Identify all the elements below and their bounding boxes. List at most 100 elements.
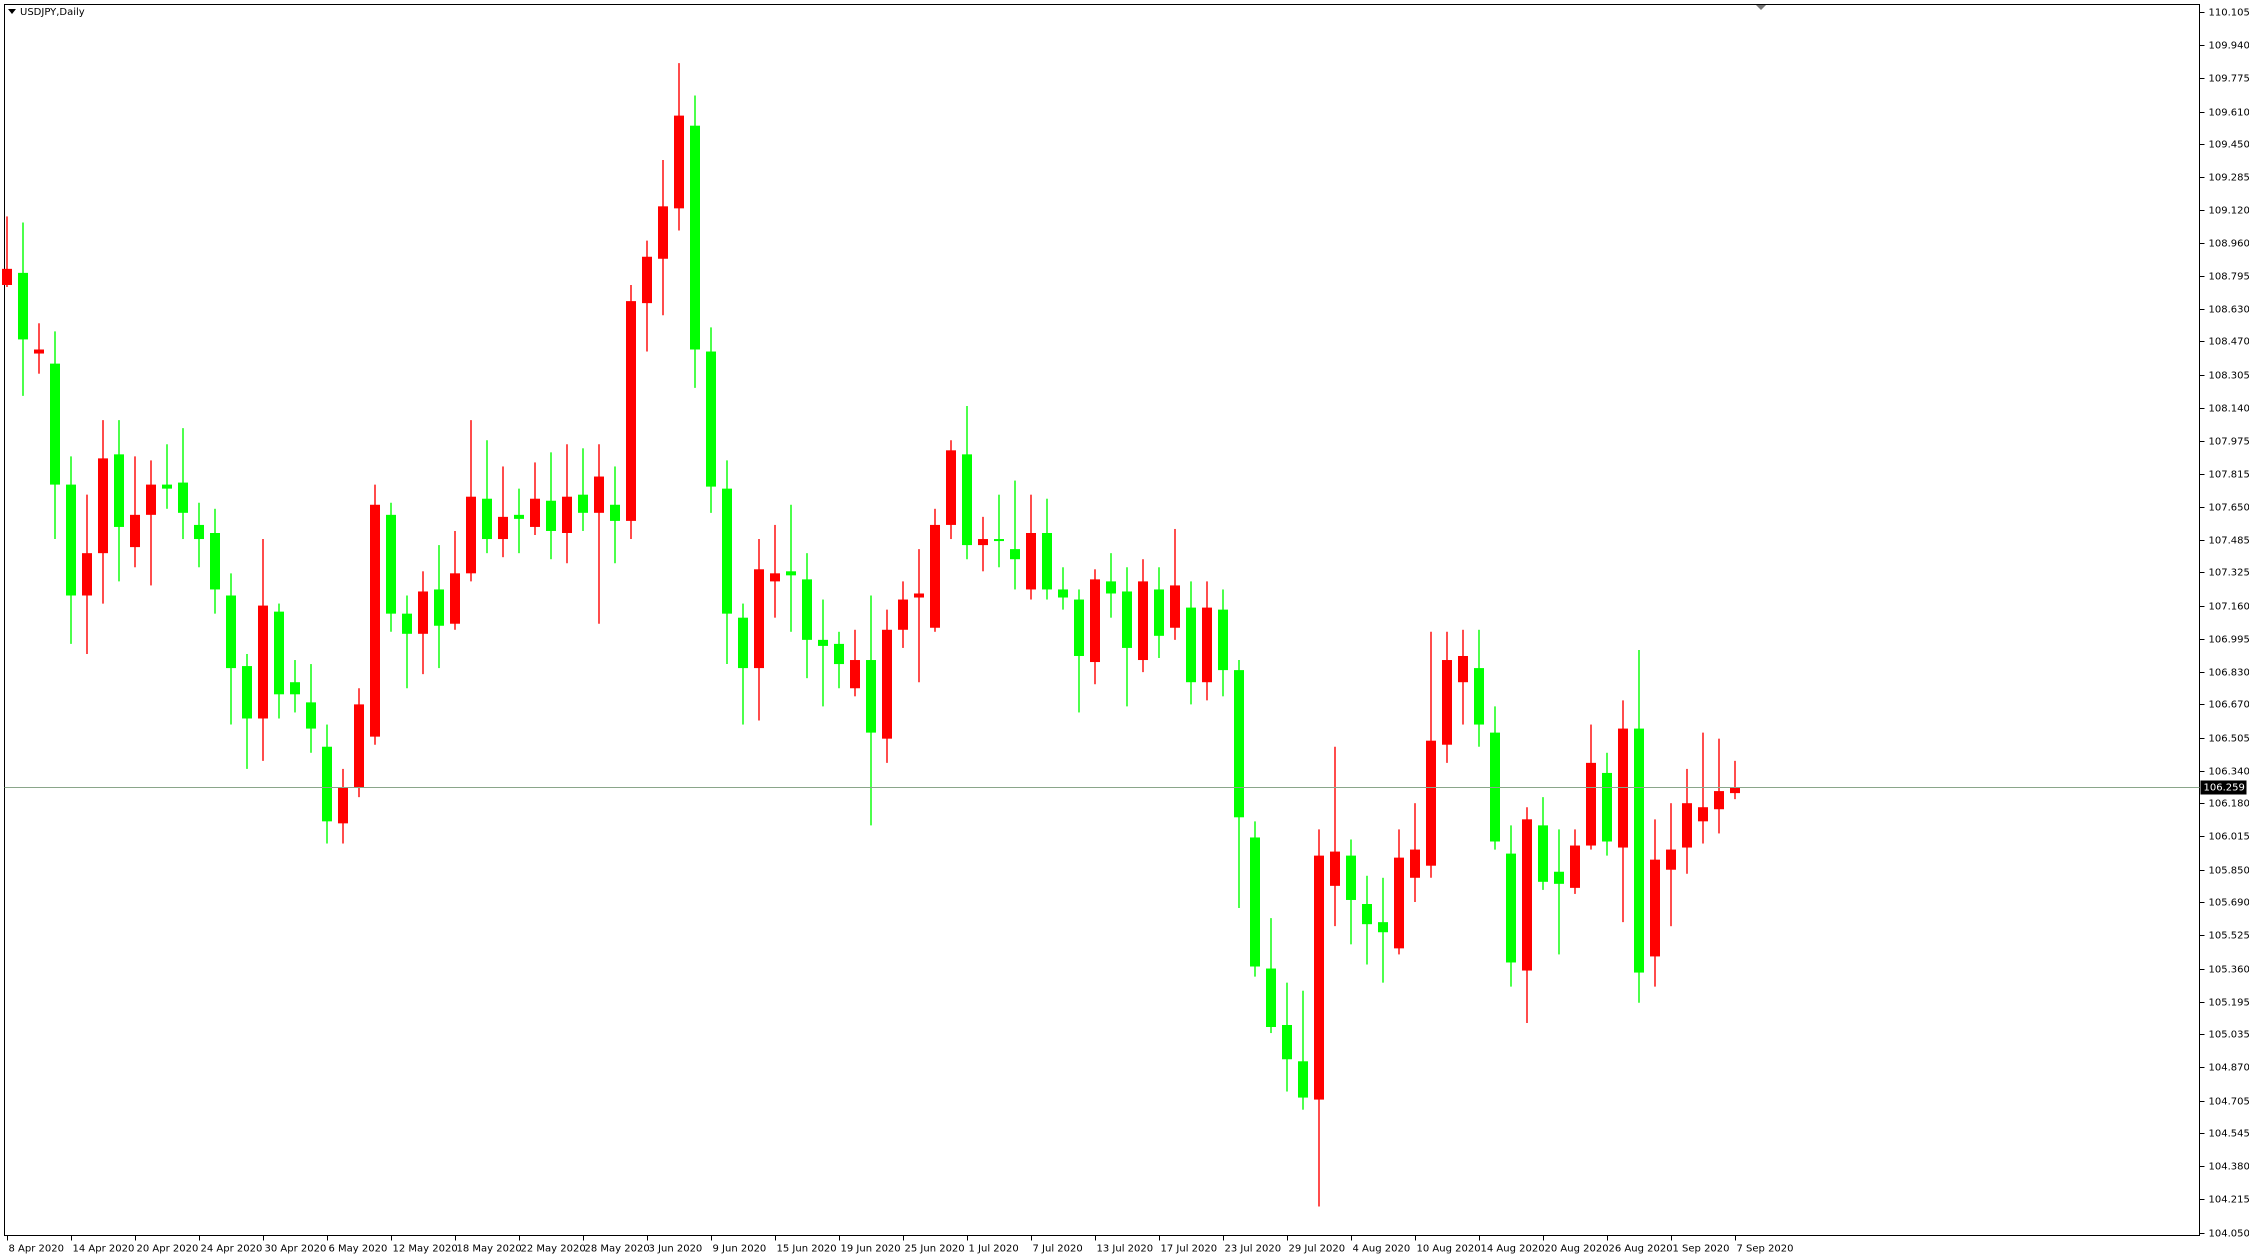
- candle-body: [290, 682, 300, 695]
- x-tick-label: 8 Apr 2020: [9, 1244, 64, 1255]
- candle-body: [946, 450, 956, 525]
- x-tick-label: 1 Jul 2020: [969, 1244, 1019, 1255]
- candle-body: [786, 571, 796, 576]
- candle-body: [1410, 849, 1420, 878]
- candle-body: [594, 476, 604, 513]
- y-tick-label: 109.120: [2209, 206, 2249, 217]
- y-tick-label: 107.160: [2209, 602, 2249, 613]
- candle-body: [1122, 591, 1132, 648]
- candle-body: [1378, 922, 1388, 933]
- candle-body: [1570, 845, 1580, 888]
- candle-body: [482, 498, 492, 540]
- x-tick-label: 28 May 2020: [585, 1244, 650, 1255]
- y-tick-label: 106.505: [2209, 734, 2249, 745]
- y-tick-label: 109.940: [2209, 41, 2249, 52]
- y-tick-label: 106.830: [2209, 668, 2249, 679]
- candle-body: [930, 524, 940, 628]
- y-tick-label: 104.380: [2209, 1162, 2249, 1173]
- candle-body: [1170, 585, 1180, 628]
- candle-body: [50, 363, 60, 485]
- candle-body: [914, 593, 924, 598]
- x-tick-label: 29 Jul 2020: [1289, 1244, 1346, 1255]
- candle-body: [1650, 859, 1660, 957]
- candle-body: [882, 629, 892, 739]
- candle-body: [162, 484, 172, 489]
- candle-body: [738, 617, 748, 669]
- x-tick-label: 14 Apr 2020: [73, 1244, 135, 1255]
- y-tick-label: 105.035: [2209, 1030, 2249, 1041]
- candle-body: [1522, 819, 1532, 971]
- candle-body: [258, 605, 268, 719]
- candle-body: [18, 272, 28, 340]
- x-tick-label: 17 Jul 2020: [1161, 1244, 1218, 1255]
- x-tick-label: 12 May 2020: [393, 1244, 458, 1255]
- y-tick-label: 104.705: [2209, 1097, 2249, 1108]
- x-tick-label: 23 Jul 2020: [1225, 1244, 1282, 1255]
- y-tick-label: 108.305: [2209, 371, 2249, 382]
- x-tick-label: 19 Jun 2020: [841, 1244, 901, 1255]
- y-tick-label: 108.960: [2209, 239, 2249, 250]
- candle-body: [1314, 855, 1324, 1100]
- title-arrow[interactable]: [8, 9, 16, 14]
- candle-body: [98, 458, 108, 554]
- y-tick-label: 106.180: [2209, 799, 2249, 810]
- x-tick-label: 22 May 2020: [521, 1244, 586, 1255]
- y-tick-label: 106.995: [2209, 635, 2249, 646]
- x-tick-label: 25 Jun 2020: [905, 1244, 965, 1255]
- candle-body: [194, 524, 204, 540]
- candle-body: [1458, 655, 1468, 683]
- candle-body: [338, 787, 348, 824]
- candle-body: [578, 494, 588, 513]
- candle-body: [370, 504, 380, 737]
- x-tick-label: 24 Apr 2020: [201, 1244, 263, 1255]
- candle-body: [1714, 791, 1724, 810]
- candle-body: [306, 702, 316, 729]
- candle-body: [1202, 607, 1212, 683]
- candle-body: [1730, 787, 1740, 794]
- candle-body: [850, 660, 860, 689]
- shift-marker: [1756, 5, 1766, 10]
- candle-body: [562, 496, 572, 533]
- candle-body: [130, 514, 140, 548]
- y-tick-label: 108.630: [2209, 305, 2249, 316]
- candle-body: [674, 115, 684, 209]
- candle-body: [34, 349, 44, 354]
- candle-body: [498, 516, 508, 540]
- candle-body: [834, 643, 844, 665]
- candle-body: [466, 496, 476, 574]
- candle-body: [994, 539, 1004, 542]
- candle-body: [226, 595, 236, 669]
- candle-body: [2, 268, 12, 285]
- y-tick-label: 107.485: [2209, 536, 2249, 547]
- x-tick-label: 4 Aug 2020: [1353, 1244, 1411, 1255]
- x-tick-label: 1 Sep 2020: [1673, 1244, 1730, 1255]
- candle-body: [1618, 728, 1628, 848]
- candle-body: [1010, 549, 1020, 560]
- x-tick-label: 7 Jul 2020: [1033, 1244, 1083, 1255]
- candle-body: [1362, 904, 1372, 925]
- current-price-box: [2200, 780, 2247, 795]
- candle-body: [322, 746, 332, 822]
- y-tick-label: 106.015: [2209, 832, 2249, 843]
- candle-body: [1394, 857, 1404, 949]
- x-tick-label: 9 Jun 2020: [713, 1244, 767, 1255]
- candle-body: [1138, 581, 1148, 661]
- candle-body: [1090, 579, 1100, 663]
- candle-body: [210, 532, 220, 590]
- y-tick-label: 107.815: [2209, 470, 2249, 481]
- candle-body: [178, 482, 188, 513]
- x-tick-label: 20 Apr 2020: [137, 1244, 199, 1255]
- y-tick-label: 109.775: [2209, 74, 2249, 85]
- candle-body: [626, 301, 636, 521]
- candle-body: [1026, 532, 1036, 590]
- y-tick-label: 110.105: [2209, 8, 2249, 19]
- candle-body: [114, 454, 124, 527]
- candle-body: [386, 514, 396, 614]
- x-tick-label: 18 May 2020: [457, 1244, 522, 1255]
- y-tick-label: 104.870: [2209, 1063, 2249, 1074]
- candle-body: [546, 500, 556, 531]
- y-tick-label: 105.525: [2209, 931, 2249, 942]
- x-tick-label: 13 Jul 2020: [1097, 1244, 1154, 1255]
